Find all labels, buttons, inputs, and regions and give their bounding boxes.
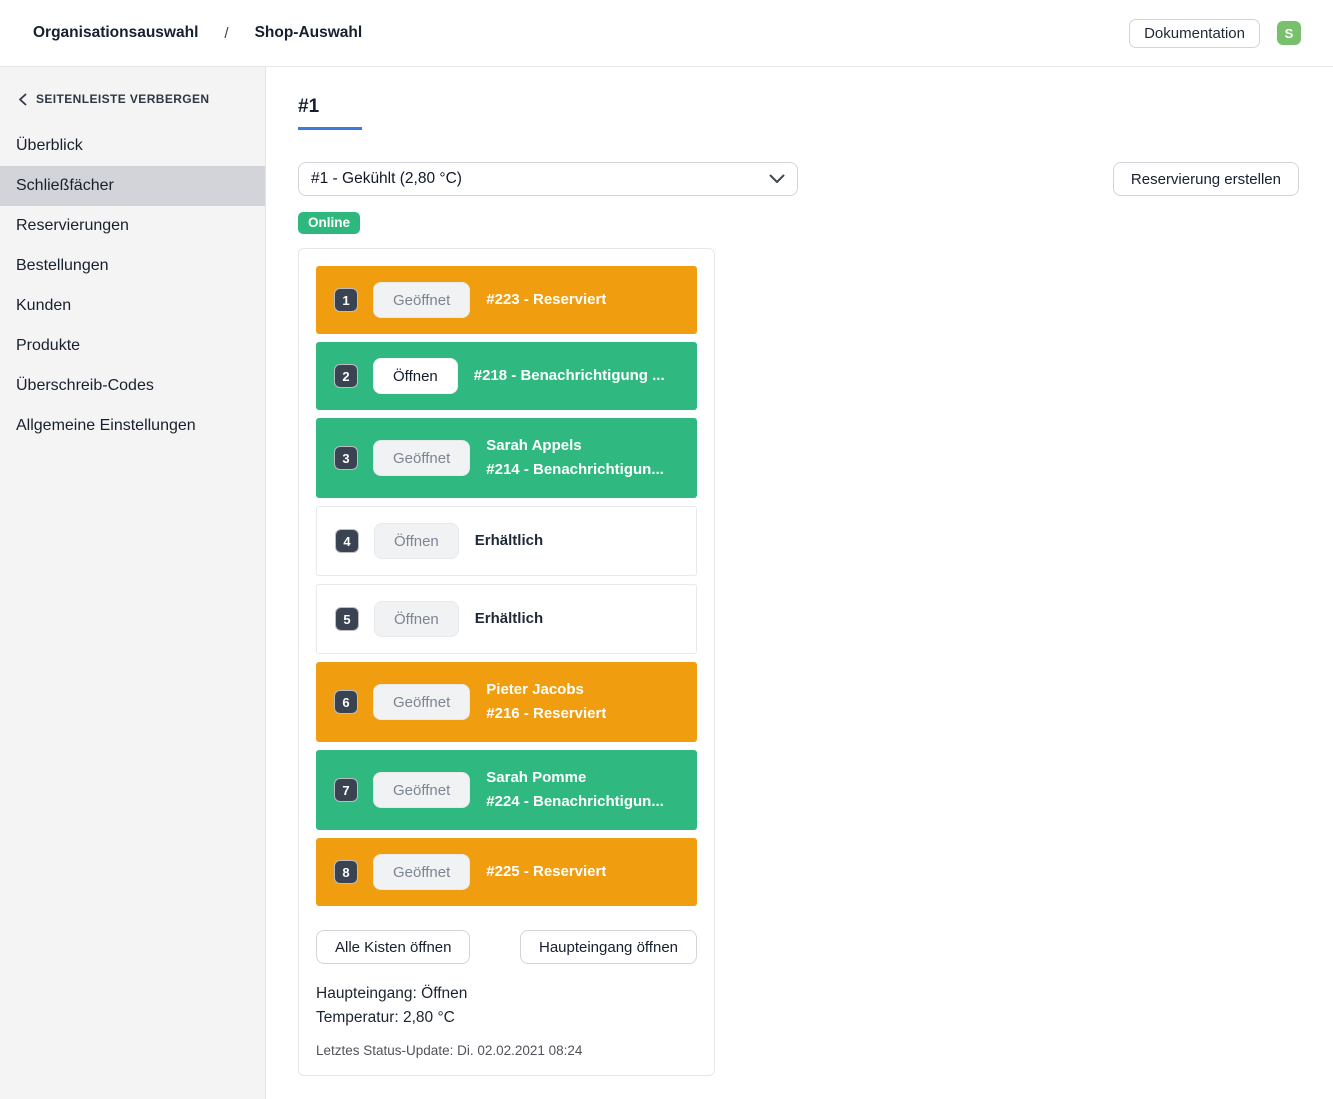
- locker-number-badge: 7: [334, 778, 358, 802]
- locker-action-button[interactable]: Geöffnet: [373, 854, 471, 890]
- sidebar-item-ueberschreib-codes[interactable]: Überschreib-Codes: [16, 377, 154, 394]
- locker-customer-name: Sarah Appels: [486, 437, 582, 454]
- breadcrumb-organisation[interactable]: Organisationsauswahl: [33, 24, 199, 41]
- locker-customer-name: Sarah Pomme: [486, 769, 587, 786]
- locker-row-6: 6 Geöffnet Pieter Jacobs #216 - Reservie…: [316, 662, 697, 742]
- sidebar-item-allgemeine-einstellungen[interactable]: Allgemeine Einstellungen: [16, 417, 196, 434]
- locker-action-button[interactable]: Öffnen: [374, 601, 459, 637]
- locker-status-text: #225 - Reserviert: [486, 863, 607, 880]
- locker-status-text: Erhältlich: [474, 532, 544, 549]
- sidebar-collapse-label: SEITENLEISTE VERBERGEN: [36, 92, 210, 106]
- locker-action-button[interactable]: Öffnen: [374, 523, 459, 559]
- breadcrumb-shop[interactable]: Shop-Auswahl: [254, 24, 363, 41]
- locker-row-7: 7 Geöffnet Sarah Pomme #224 - Benachrich…: [316, 750, 697, 830]
- sidebar-item-reservierungen[interactable]: Reservierungen: [16, 217, 129, 234]
- sidebar-item-bestellungen[interactable]: Bestellungen: [16, 257, 109, 274]
- locker-number-badge: 4: [335, 529, 359, 553]
- locker-row-1: 1 Geöffnet #223 - Reserviert: [316, 266, 697, 334]
- card-actions: Alle Kisten öffnen Haupteingang öffnen: [316, 930, 697, 964]
- header-right: Dokumentation S: [1129, 18, 1301, 48]
- chevron-left-icon: [18, 93, 27, 106]
- open-main-entrance-button[interactable]: Haupteingang öffnen: [519, 930, 697, 964]
- last-status-update: Letztes Status-Update: Di. 02.02.2021 08…: [316, 1043, 583, 1058]
- documentation-button[interactable]: Dokumentation: [1129, 18, 1260, 48]
- machine-select-value: #1 - Gekühlt (2,80 °C): [311, 170, 462, 187]
- create-reservation-button[interactable]: Reservierung erstellen: [1112, 162, 1299, 196]
- locker-status-text: #218 - Benachrichtigung ...: [473, 367, 665, 384]
- card-info: Haupteingang: Öffnen Temperatur: 2,80 °C…: [316, 982, 697, 1058]
- user-avatar[interactable]: S: [1277, 21, 1301, 45]
- locker-action-button[interactable]: Öffnen: [373, 358, 458, 394]
- locker-row-3: 3 Geöffnet Sarah Appels #214 - Benachric…: [316, 418, 697, 498]
- locker-status-text: Sarah Appels #214 - Benachrichtigun...: [486, 434, 664, 482]
- locker-status-text: Erhältlich: [474, 610, 544, 627]
- locker-number-badge: 8: [334, 860, 358, 884]
- locker-row-8: 8 Geöffnet #225 - Reserviert: [316, 838, 697, 906]
- main-entrance-status: Haupteingang: Öffnen: [316, 985, 468, 1002]
- locker-number-badge: 3: [334, 446, 358, 470]
- locker-row-5: 5 Öffnen Erhältlich: [316, 584, 697, 654]
- locker-row-4: 4 Öffnen Erhältlich: [316, 506, 697, 576]
- sidebar-collapse-button[interactable]: SEITENLEISTE VERBERGEN: [0, 86, 265, 112]
- locker-status-text: #223 - Reserviert: [486, 291, 607, 308]
- sidebar: SEITENLEISTE VERBERGEN Überblick Schließ…: [0, 67, 266, 1099]
- locker-card: 1 Geöffnet #223 - Reserviert 2 Öffnen #2…: [298, 248, 715, 1076]
- breadcrumb: Organisationsauswahl / Shop-Auswahl: [33, 24, 362, 42]
- locker-list: 1 Geöffnet #223 - Reserviert 2 Öffnen #2…: [316, 266, 697, 906]
- locker-status-text: Sarah Pomme #224 - Benachrichtigun...: [486, 766, 664, 814]
- sidebar-item-kunden[interactable]: Kunden: [16, 297, 72, 314]
- online-status-badge: Online: [298, 212, 361, 234]
- sidebar-item-ueberblick[interactable]: Überblick: [16, 137, 83, 154]
- main-content: #1 #1 - Gekühlt (2,80 °C) Reservierung e…: [266, 67, 1333, 1099]
- temperature-status: Temperatur: 2,80 °C: [316, 1009, 455, 1026]
- machine-select[interactable]: #1 - Gekühlt (2,80 °C): [298, 162, 798, 196]
- locker-customer-name: Pieter Jacobs: [486, 681, 584, 698]
- open-all-boxes-button[interactable]: Alle Kisten öffnen: [316, 930, 471, 964]
- locker-action-button[interactable]: Geöffnet: [373, 282, 471, 318]
- chevron-down-icon: [769, 174, 785, 184]
- locker-action-button[interactable]: Geöffnet: [373, 684, 471, 720]
- sidebar-nav: Überblick Schließfächer Reservierungen B…: [0, 126, 265, 446]
- locker-action-button[interactable]: Geöffnet: [373, 440, 471, 476]
- locker-number-badge: 5: [335, 607, 359, 631]
- locker-number-badge: 6: [334, 690, 358, 714]
- locker-number-badge: 1: [334, 288, 358, 312]
- locker-row-2: 2 Öffnen #218 - Benachrichtigung ...: [316, 342, 697, 410]
- locker-action-button[interactable]: Geöffnet: [373, 772, 471, 808]
- sidebar-item-produkte[interactable]: Produkte: [16, 337, 81, 354]
- tab-machine-1[interactable]: #1: [298, 96, 362, 130]
- top-header: Organisationsauswahl / Shop-Auswahl Doku…: [0, 0, 1333, 67]
- sidebar-item-schliessfaecher[interactable]: Schließfächer: [0, 166, 265, 206]
- breadcrumb-separator: /: [224, 24, 229, 42]
- locker-number-badge: 2: [334, 364, 358, 388]
- locker-status-text: Pieter Jacobs #216 - Reserviert: [486, 678, 606, 726]
